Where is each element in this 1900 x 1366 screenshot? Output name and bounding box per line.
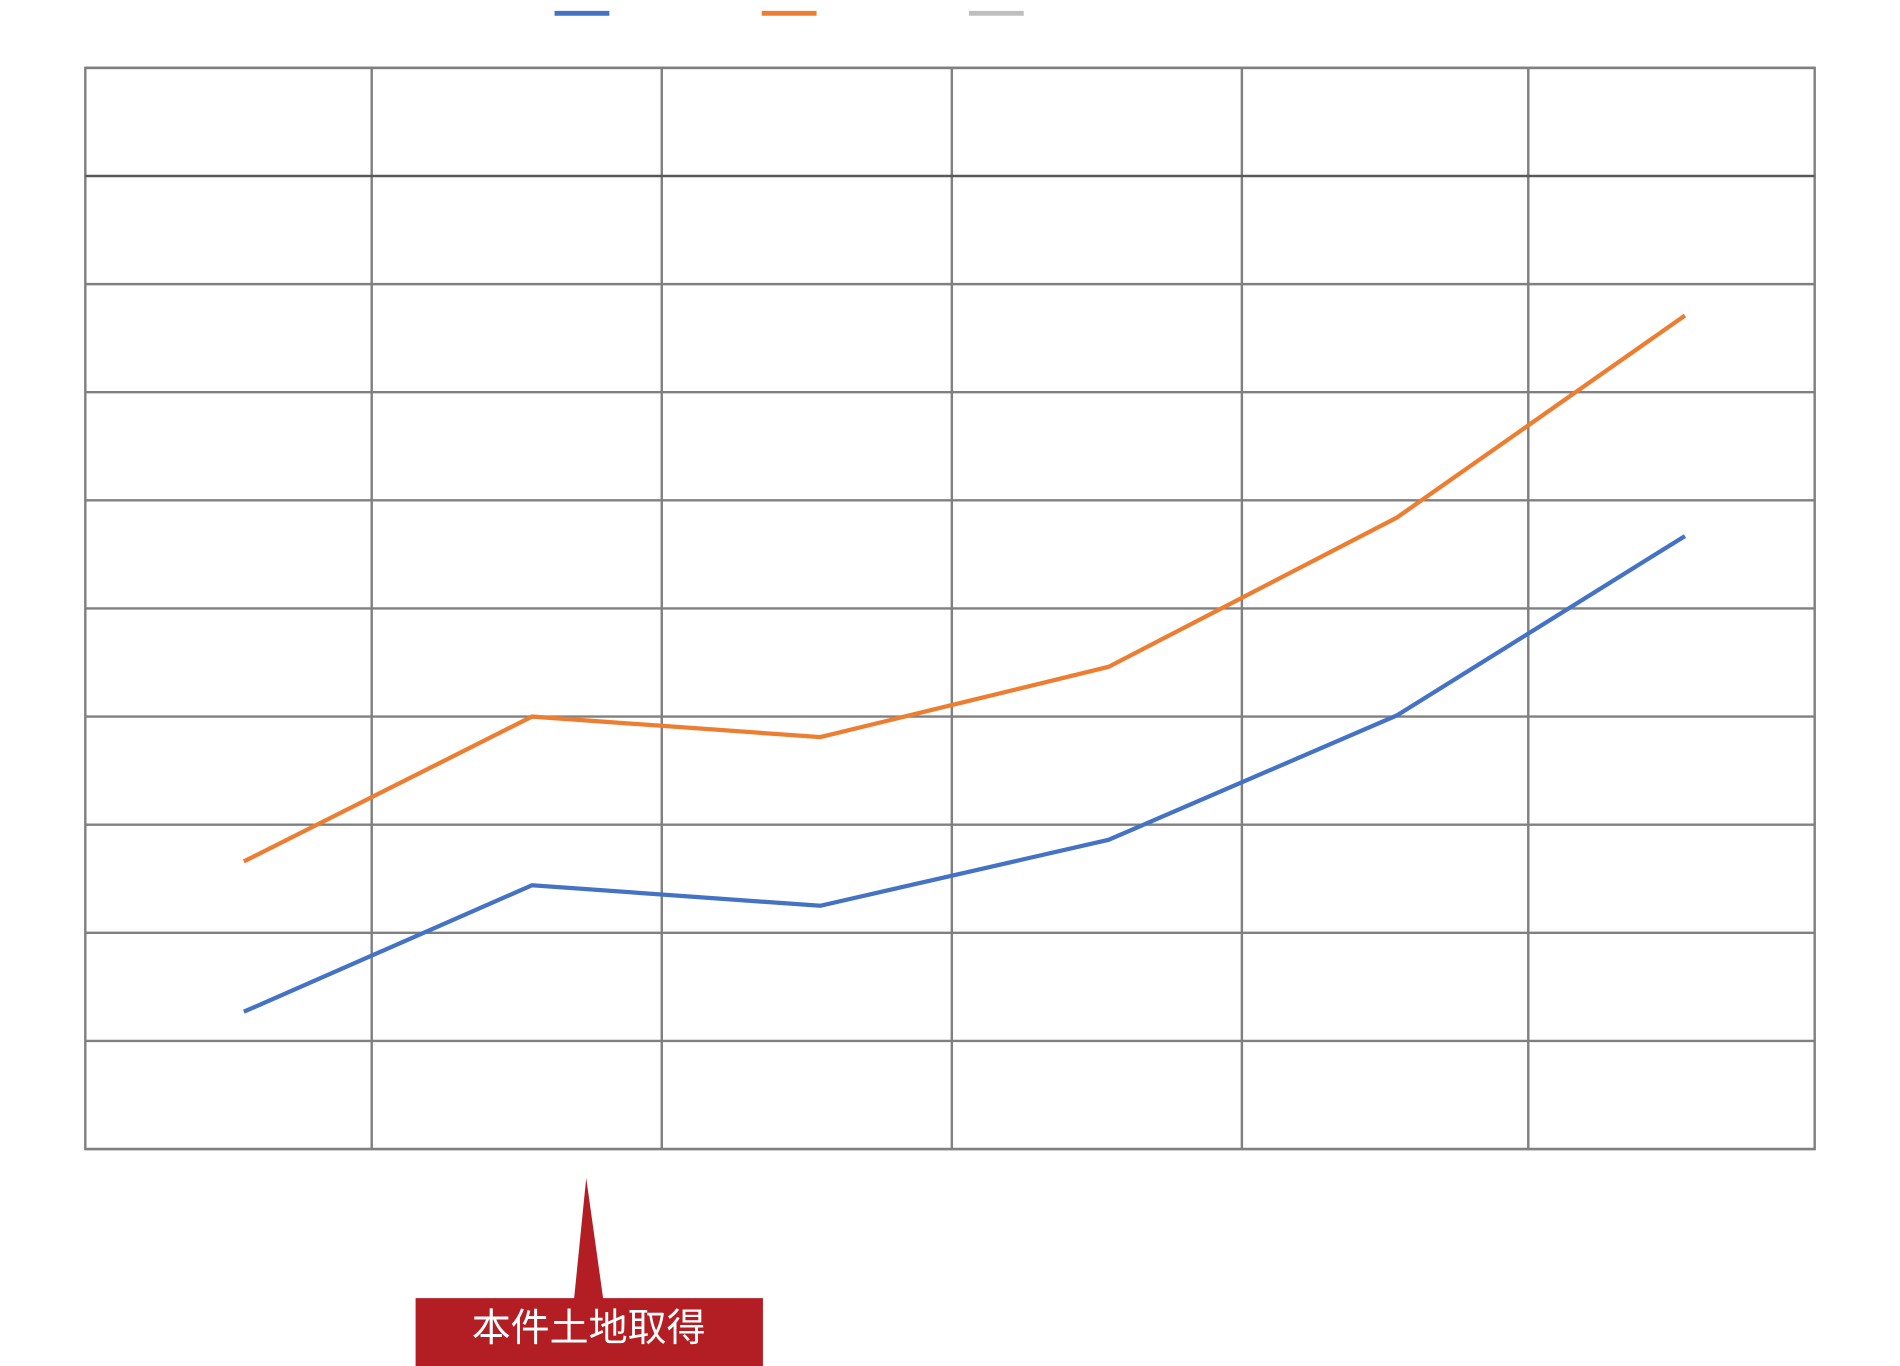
series-line bbox=[242, 313, 1687, 864]
series-line bbox=[242, 534, 1687, 1014]
annotation-box bbox=[415, 1298, 763, 1366]
annotation-pointer bbox=[574, 1178, 604, 1300]
annotation: 本件土地取得 bbox=[472, 1307, 706, 1350]
